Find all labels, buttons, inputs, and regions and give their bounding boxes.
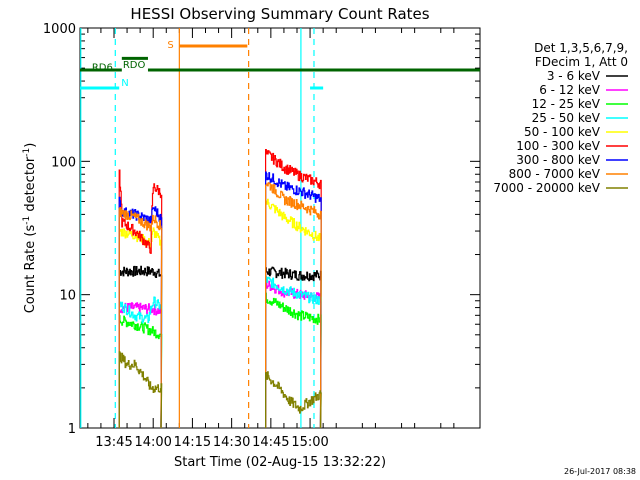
series-line (265, 266, 322, 429)
y-label-sup1: -1 (22, 216, 32, 225)
series-3-6-kev (118, 265, 322, 429)
flag-bar-label: S (167, 40, 173, 51)
y-label-part1: Count Rate (s (23, 225, 38, 314)
event-vertical-lines (80, 28, 315, 428)
series-line (265, 275, 322, 429)
series-line (118, 351, 163, 429)
legend-label: 100 - 300 keV (516, 139, 600, 153)
y-tick-label: 100 (51, 155, 76, 170)
legend: Det 1,3,5,6,7,9, FDecim 1, Att 0 3 - 6 k… (493, 41, 628, 195)
y-label-part3: ) (23, 143, 38, 148)
y-axis-label: Count Rate (s-1 detector-1) (22, 143, 38, 314)
flag-bars: N RDO RD6 S (80, 40, 480, 90)
x-tick-label: 14:15 (174, 435, 211, 450)
legend-header-2: FDecim 1, Att 0 (535, 55, 628, 69)
flag-bar-label: RDO (123, 60, 146, 71)
series-line (118, 207, 163, 429)
x-axis: 13:45 14:00 14:15 14:30 14:45 15:00 (87, 28, 481, 450)
x-tick-label: 14:45 (252, 435, 289, 450)
chart-title: HESSI Observing Summary Count Rates (130, 5, 429, 23)
flag-bar-label: RD6 (92, 62, 113, 73)
series-line (265, 371, 322, 429)
series-line (265, 182, 322, 429)
x-tick-label: 14:00 (134, 435, 171, 450)
series-line (118, 296, 163, 429)
series-100-300-kev (118, 149, 322, 429)
y-label-sup2: -1 (22, 148, 32, 157)
y-tick-label: 1 (68, 422, 76, 437)
y-tick-label: 10 (59, 289, 76, 304)
legend-label: 6 - 12 keV (539, 83, 601, 97)
series-line (118, 265, 163, 429)
legend-label: 800 - 7000 keV (509, 167, 601, 181)
series-12-25-kev (118, 292, 322, 429)
series-line (265, 198, 322, 429)
y-label-part2: detector (23, 156, 38, 216)
legend-label: 25 - 50 keV (532, 111, 601, 125)
flag-bar-label: N (121, 78, 128, 89)
x-tick-label: 14:30 (213, 435, 250, 450)
series-800-7000-kev (118, 182, 322, 429)
x-tick-label: 13:45 (95, 435, 132, 450)
legend-label: 50 - 100 keV (524, 125, 601, 139)
series-line (265, 171, 322, 429)
series-25-50-kev (118, 275, 322, 429)
legend-header-1: Det 1,3,5,6,7,9, (534, 41, 628, 55)
series-7000-20000-kev (118, 351, 322, 429)
timestamp: 26-Jul-2017 08:38 (564, 467, 636, 476)
series-300-800-kev (118, 171, 322, 429)
legend-label: 300 - 800 keV (516, 153, 600, 167)
legend-label: 7000 - 20000 keV (493, 181, 600, 195)
y-tick-label: 1000 (43, 22, 76, 37)
x-axis-label: Start Time (02-Aug-15 13:32:22) (174, 455, 386, 470)
series-line (265, 292, 322, 429)
series-line (118, 315, 163, 429)
series-line (118, 196, 163, 429)
legend-label: 3 - 6 keV (547, 69, 601, 83)
legend-label: 12 - 25 keV (532, 97, 601, 111)
series-group (118, 149, 322, 429)
plot-frame (79, 27, 481, 429)
series-line (118, 169, 163, 429)
x-tick-label: 15:00 (291, 435, 328, 450)
series-line (265, 149, 322, 429)
y-axis: 1 10 100 1000 (43, 22, 480, 437)
